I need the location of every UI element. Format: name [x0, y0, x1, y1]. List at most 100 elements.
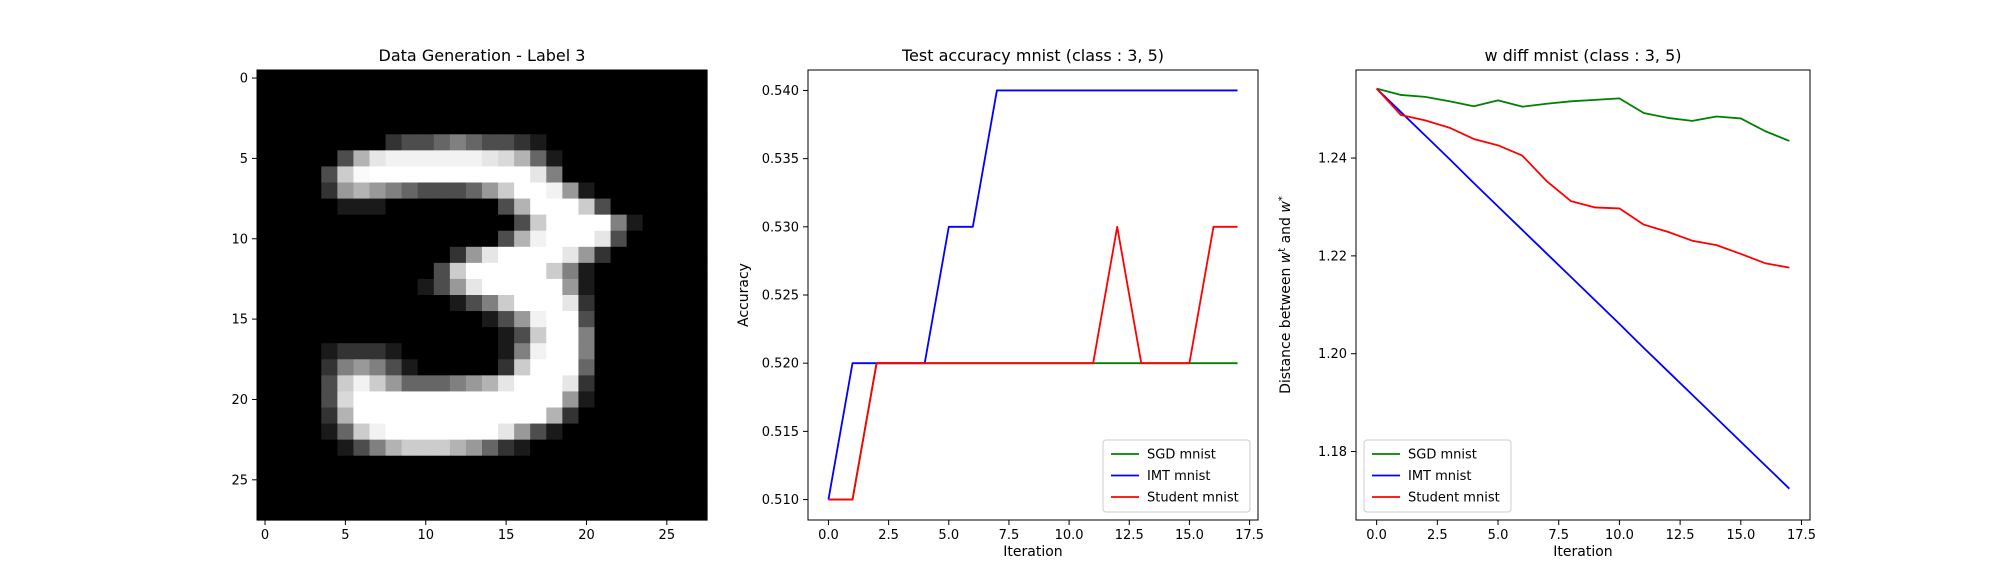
- pixel-cell: [658, 343, 676, 360]
- pixel-cell: [305, 70, 322, 87]
- pixel-cell: [578, 102, 596, 119]
- pixel-cell: [578, 327, 596, 344]
- pixel-cell: [626, 407, 644, 425]
- pixel-cell: [273, 86, 290, 103]
- pixel-cell: [353, 214, 371, 232]
- pixel-cell: [578, 86, 596, 103]
- pixel-cell: [498, 503, 515, 521]
- series-line-1: [827, 89, 1238, 500]
- pixel-cell: [433, 327, 451, 344]
- pixel-cell: [690, 118, 708, 135]
- pixel-cell: [642, 407, 660, 425]
- pixel-cell: [289, 198, 306, 216]
- y-tick-label: 20: [231, 393, 248, 408]
- pixel-cell: [465, 311, 483, 328]
- pixel-cell: [433, 198, 451, 216]
- pixel-cell: [482, 150, 499, 168]
- pixel-cell: [674, 278, 692, 296]
- pixel-cell: [369, 487, 387, 505]
- pixel-cell: [289, 295, 306, 312]
- pixel-cell: [562, 214, 580, 232]
- pixel-cell: [610, 487, 628, 505]
- pixel-cell: [321, 503, 338, 521]
- pixel-cell: [530, 359, 547, 376]
- pixel-cell: [578, 343, 596, 360]
- pixel-cell: [594, 214, 612, 232]
- pixel-cell: [321, 471, 338, 489]
- pixel-cell: [562, 487, 580, 505]
- pixel-cell: [610, 246, 628, 264]
- pixel-cell: [530, 246, 547, 264]
- pixel-cell: [642, 70, 660, 87]
- pixel-cell: [482, 278, 499, 296]
- pixel-cell: [321, 246, 338, 264]
- pixel-cell: [305, 118, 322, 135]
- pixel-cell: [594, 455, 612, 473]
- pixel-cell: [642, 166, 660, 184]
- pixel-cell: [498, 311, 515, 328]
- pixel-cell: [546, 503, 563, 521]
- pixel-cell: [610, 262, 628, 280]
- pixel-cell: [321, 86, 338, 103]
- pixel-cell: [401, 198, 419, 216]
- pixel-cell: [321, 487, 338, 505]
- pixel-cell: [273, 118, 290, 135]
- pixel-cell: [546, 439, 563, 457]
- pixel-cell: [498, 214, 515, 232]
- pixel-cell: [498, 262, 515, 280]
- pixel-cell: [321, 150, 338, 168]
- pixel-cell: [690, 198, 708, 216]
- pixel-cell: [385, 375, 403, 393]
- pixel-cell: [385, 503, 403, 521]
- pixel-cell: [482, 262, 499, 280]
- pixel-cell: [289, 343, 306, 360]
- pixel-cell: [562, 439, 580, 457]
- pixel-cell: [257, 262, 274, 280]
- pixel-cell: [337, 262, 355, 280]
- pixel-cell: [658, 198, 676, 216]
- pixel-cell: [273, 487, 290, 505]
- pixel-cell: [498, 166, 515, 184]
- pixel-cell: [690, 407, 708, 425]
- x-tick-label: 12.5: [1666, 528, 1695, 543]
- x-tick-label: 17.5: [1787, 528, 1816, 543]
- pixel-cell: [305, 407, 322, 425]
- series-line-2: [828, 225, 1238, 501]
- pixel-cell: [546, 70, 563, 87]
- pixel-cell: [257, 327, 274, 344]
- pixel-cell: [578, 359, 596, 376]
- pixel-cell: [482, 166, 499, 184]
- pixel-cell: [305, 455, 322, 473]
- pixel-cell: [498, 327, 515, 344]
- pixel-cell: [369, 150, 387, 168]
- pixel-cell: [433, 102, 451, 119]
- pixel-cell: [530, 166, 547, 184]
- pixel-cell: [353, 70, 371, 87]
- wdiff-chart-panel: w diff mnist (class : 3, 5) 0.0 2.5 5.0 7.5 1…: [1277, 46, 1816, 560]
- pixel-cell: [257, 311, 274, 328]
- pixel-cell: [530, 471, 547, 489]
- pixel-cell: [273, 391, 290, 409]
- y-tick-label: 0.530: [762, 220, 799, 235]
- pixel-cell: [642, 311, 660, 328]
- pixel-cell: [257, 343, 274, 360]
- pixel-cell: [594, 439, 612, 457]
- pixel-cell: [498, 118, 515, 135]
- y-axis-label-part: w: [1278, 201, 1294, 213]
- y-tick-label: 0.525: [762, 289, 799, 304]
- pixel-cell: [321, 295, 338, 312]
- pixel-cell: [482, 487, 499, 505]
- pixel-cell: [594, 487, 612, 505]
- pixel-cell: [337, 503, 355, 521]
- pixel-cell: [465, 246, 483, 264]
- pixel-cell: [514, 118, 531, 135]
- y-axis-label-part: *: [1277, 196, 1288, 201]
- pixel-cell: [337, 471, 355, 489]
- x-tick-label: 2.5: [878, 528, 899, 543]
- pixel-cell: [530, 182, 547, 200]
- pixel-cell: [498, 471, 515, 489]
- pixel-cell: [257, 134, 274, 151]
- pixel-cell: [610, 278, 628, 296]
- pixel-cell: [546, 118, 563, 135]
- pixel-cell: [257, 503, 274, 521]
